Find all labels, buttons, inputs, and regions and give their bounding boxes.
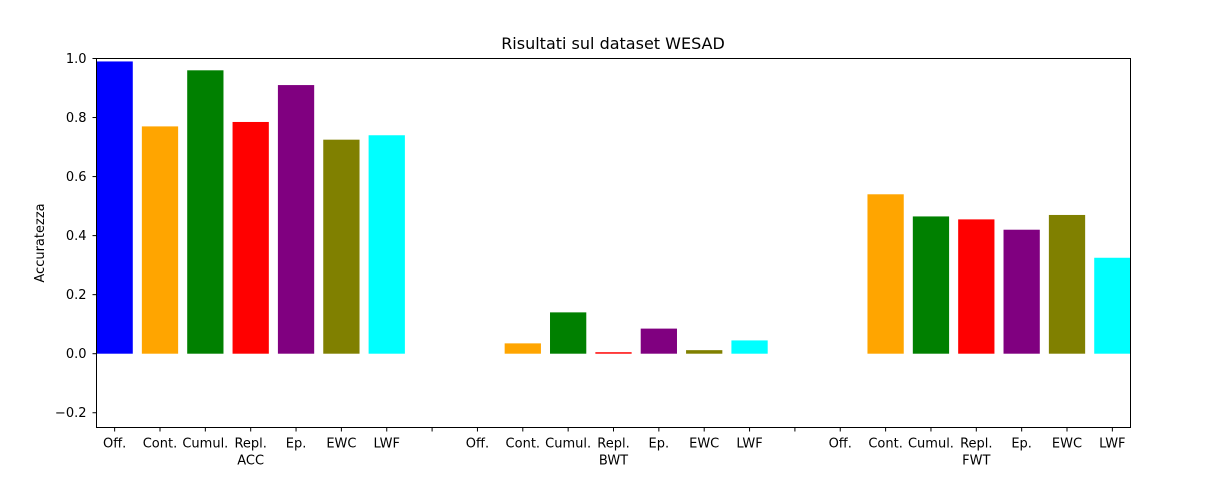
y-tick-label: 0.6 xyxy=(66,170,87,185)
x-tick-label: Cumul. xyxy=(908,437,954,452)
x-tick-label: Off. xyxy=(466,437,489,452)
x-tick-label: Ep. xyxy=(649,437,670,452)
bar-fwt-ep xyxy=(1003,229,1040,354)
bar-acc-ewc xyxy=(323,139,360,354)
x-tick-label: Cumul. xyxy=(545,437,591,452)
x-tick-label: Cont. xyxy=(868,437,903,452)
y-tick-label: 0.8 xyxy=(66,111,87,126)
x-tick-label: Off. xyxy=(829,437,852,452)
x-tick-label: Ep. xyxy=(1011,437,1032,452)
bars-layer xyxy=(96,61,1131,354)
y-tick-label: 0.0 xyxy=(66,347,87,362)
y-tick-label: −0.2 xyxy=(55,406,87,421)
x-tick-label: LWF xyxy=(1099,437,1125,452)
y-tick-label: 0.2 xyxy=(66,288,87,303)
x-tick-label: Cont. xyxy=(143,437,178,452)
y-axis: −0.2 0.0 0.2 0.4 0.6 0.8 1.0 xyxy=(55,52,97,421)
x-tick-label: EWC xyxy=(1052,437,1082,452)
x-tick-label: Repl. xyxy=(597,437,629,452)
bar-fwt-cumul xyxy=(912,216,950,354)
x-tick-label: LWF xyxy=(736,437,762,452)
x-tick-label: LWF xyxy=(374,437,400,452)
bar-bwt-repl xyxy=(595,352,632,354)
group-label-fwt: FWT xyxy=(962,454,990,469)
bar-acc-repl xyxy=(232,121,269,354)
x-tick-label: Repl. xyxy=(960,437,992,452)
group-label-acc: ACC xyxy=(237,454,264,469)
y-tick-label: 1.0 xyxy=(66,52,87,67)
x-tick-label: Off. xyxy=(103,437,126,452)
x-tick-label: Cumul. xyxy=(182,437,228,452)
group-label-bwt: BWT xyxy=(599,454,628,469)
x-tick-label: EWC xyxy=(689,437,719,452)
x-tick-label: Repl. xyxy=(234,437,266,452)
bar-fwt-ewc xyxy=(1048,214,1086,354)
x-tick-label: Ep. xyxy=(286,437,307,452)
bar-bwt-cont xyxy=(504,343,541,354)
bar-acc-off xyxy=(96,61,133,354)
bar-fwt-repl xyxy=(958,219,995,354)
bar-fwt-lwf xyxy=(1094,257,1131,354)
bar-bwt-cumul xyxy=(550,312,587,354)
bar-acc-cont xyxy=(141,126,179,354)
bar-fwt-cont xyxy=(867,194,904,354)
x-tick-label: Cont. xyxy=(506,437,541,452)
x-tick-label: EWC xyxy=(326,437,356,452)
x-axis: Off. Cont. Cumul. Repl. ACC Ep. EWC LWF Off. Cont… xyxy=(103,427,1126,469)
chart-title: Risultati sul dataset WESAD xyxy=(501,34,725,53)
bar-acc-cumul xyxy=(187,70,224,354)
y-tick-label: 0.4 xyxy=(66,229,87,244)
bar-bwt-ewc xyxy=(686,350,723,354)
plot-frame xyxy=(96,58,1131,428)
y-axis-label: Accuratezza xyxy=(33,203,48,282)
bar-acc-ep xyxy=(277,85,315,354)
bar-bwt-ep xyxy=(640,328,677,354)
bar-acc-lwf xyxy=(368,135,405,354)
bar-bwt-lwf xyxy=(731,340,768,354)
